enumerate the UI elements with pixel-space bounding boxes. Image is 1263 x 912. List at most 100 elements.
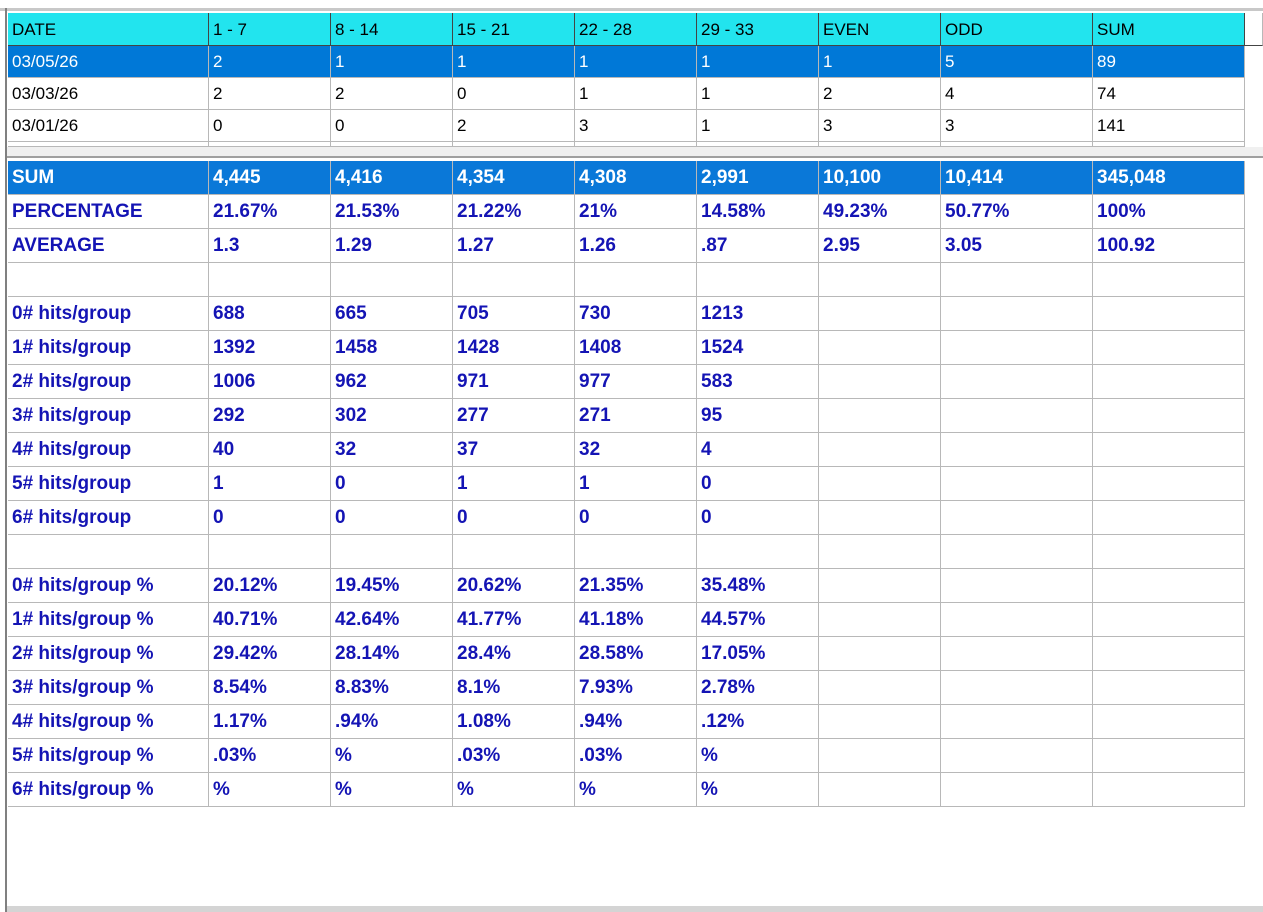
grid-cell[interactable]: % [697, 739, 819, 773]
header-cell[interactable]: 29 - 33 [697, 13, 819, 46]
grid-cell[interactable]: 1 [453, 46, 575, 78]
grid-cell[interactable]: 4,416 [331, 161, 453, 195]
grid-cell[interactable]: 1.27 [453, 229, 575, 263]
grid-cell[interactable]: .94% [331, 705, 453, 739]
grid-cell[interactable]: 50.77% [941, 195, 1093, 229]
header-cell[interactable]: 15 - 21 [453, 13, 575, 46]
grid-cell[interactable]: 35.48% [697, 569, 819, 603]
grid-cell[interactable]: 0 [209, 110, 331, 142]
grid-cell[interactable]: % [209, 773, 331, 807]
header-cell[interactable]: 22 - 28 [575, 13, 697, 46]
grid-cell[interactable]: 730 [575, 297, 697, 331]
grid-cell[interactable]: 0 [331, 467, 453, 501]
grid-cell[interactable]: .03% [575, 739, 697, 773]
grid-cell[interactable]: 0 [209, 501, 331, 535]
grid-cell[interactable]: 1524 [697, 331, 819, 365]
grid-cell[interactable]: 7.93% [575, 671, 697, 705]
grid-cell[interactable]: 03/05/26 [8, 46, 209, 78]
grid-cell[interactable]: 29.42% [209, 637, 331, 671]
grid-cell[interactable]: 1 [697, 46, 819, 78]
grid-cell[interactable]: 20.12% [209, 569, 331, 603]
grid-cell[interactable]: 0 [575, 501, 697, 535]
grid-cell[interactable]: 28.14% [331, 637, 453, 671]
grid-cell[interactable]: 4 [941, 78, 1093, 110]
grid-cell[interactable]: 1 [575, 46, 697, 78]
grid-cell[interactable]: 17.05% [697, 637, 819, 671]
grid-cell[interactable]: 5# hits/group [8, 467, 209, 501]
grid-cell[interactable]: 1428 [453, 331, 575, 365]
grid-cell[interactable]: 3.05 [941, 229, 1093, 263]
grid-cell[interactable]: 28.58% [575, 637, 697, 671]
grid-cell[interactable]: 6# hits/group % [8, 773, 209, 807]
grid-cell[interactable]: 2 [453, 110, 575, 142]
grid-cell[interactable]: 705 [453, 297, 575, 331]
grid-cell[interactable]: 8.54% [209, 671, 331, 705]
grid-cell[interactable]: 4 [697, 433, 819, 467]
grid-cell[interactable]: 971 [453, 365, 575, 399]
grid-cell[interactable]: 40 [209, 433, 331, 467]
grid-cell[interactable]: 10,414 [941, 161, 1093, 195]
header-cell[interactable]: DATE [8, 13, 209, 46]
grid-cell[interactable]: 21.22% [453, 195, 575, 229]
grid-cell[interactable]: 3 [941, 110, 1093, 142]
header-cell[interactable]: EVEN [819, 13, 941, 46]
grid-cell[interactable]: 1# hits/group % [8, 603, 209, 637]
grid-cell[interactable]: 5# hits/group % [8, 739, 209, 773]
grid-cell[interactable]: 3# hits/group [8, 399, 209, 433]
grid-cell[interactable]: SUM [8, 161, 209, 195]
grid-cell[interactable]: 962 [331, 365, 453, 399]
grid-cell[interactable]: 2 [331, 78, 453, 110]
grid-cell[interactable]: 40.71% [209, 603, 331, 637]
grid-cell[interactable]: 1.17% [209, 705, 331, 739]
grid-cell[interactable]: 21.67% [209, 195, 331, 229]
grid-cell[interactable]: 1 [331, 46, 453, 78]
grid-cell[interactable]: 1.26 [575, 229, 697, 263]
grid-cell[interactable]: 21.35% [575, 569, 697, 603]
grid-cell[interactable]: 41.18% [575, 603, 697, 637]
grid-cell[interactable]: 2# hits/group [8, 365, 209, 399]
grid-cell[interactable]: PERCENTAGE [8, 195, 209, 229]
header-cell[interactable]: SUM [1093, 13, 1245, 46]
grid-cell[interactable]: % [697, 773, 819, 807]
grid-cell[interactable]: 0 [331, 501, 453, 535]
grid-cell[interactable]: 95 [697, 399, 819, 433]
grid-cell[interactable]: .03% [453, 739, 575, 773]
grid-cell[interactable]: 1392 [209, 331, 331, 365]
grid-cell[interactable]: 583 [697, 365, 819, 399]
grid-cell[interactable]: 2 [209, 46, 331, 78]
grid-cell[interactable]: 4# hits/group % [8, 705, 209, 739]
grid-cell[interactable]: 0 [453, 78, 575, 110]
grid-cell[interactable]: 21% [575, 195, 697, 229]
grid-cell[interactable]: 1 [209, 467, 331, 501]
grid-cell[interactable]: 14.58% [697, 195, 819, 229]
grid-cell[interactable]: 1006 [209, 365, 331, 399]
grid-cell[interactable]: 1 [453, 467, 575, 501]
grid-cell[interactable]: 3# hits/group % [8, 671, 209, 705]
grid-cell[interactable]: 141 [1093, 110, 1245, 142]
grid-cell[interactable]: AVERAGE [8, 229, 209, 263]
grid-cell[interactable]: 1458 [331, 331, 453, 365]
header-cell[interactable]: 1 - 7 [209, 13, 331, 46]
grid-cell[interactable]: 3 [575, 110, 697, 142]
grid-cell[interactable]: 1408 [575, 331, 697, 365]
grid-cell[interactable]: 1 [575, 78, 697, 110]
grid-cell[interactable]: .12% [697, 705, 819, 739]
grid-cell[interactable]: 0# hits/group [8, 297, 209, 331]
grid-cell[interactable]: 0 [697, 501, 819, 535]
grid-cell[interactable]: 302 [331, 399, 453, 433]
grid-cell[interactable]: % [331, 739, 453, 773]
grid-cell[interactable]: 688 [209, 297, 331, 331]
grid-cell[interactable]: 4,445 [209, 161, 331, 195]
grid-cell[interactable]: 89 [1093, 46, 1245, 78]
grid-cell[interactable]: 44.57% [697, 603, 819, 637]
grid-cell[interactable]: 4,308 [575, 161, 697, 195]
grid-cell[interactable]: 2,991 [697, 161, 819, 195]
grid-cell[interactable]: 5 [941, 46, 1093, 78]
grid-cell[interactable]: 6# hits/group [8, 501, 209, 535]
grid-cell[interactable]: % [453, 773, 575, 807]
grid-cell[interactable]: 4# hits/group [8, 433, 209, 467]
grid-cell[interactable]: 100.92 [1093, 229, 1245, 263]
grid-cell[interactable]: 03/01/26 [8, 110, 209, 142]
grid-cell[interactable]: 74 [1093, 78, 1245, 110]
